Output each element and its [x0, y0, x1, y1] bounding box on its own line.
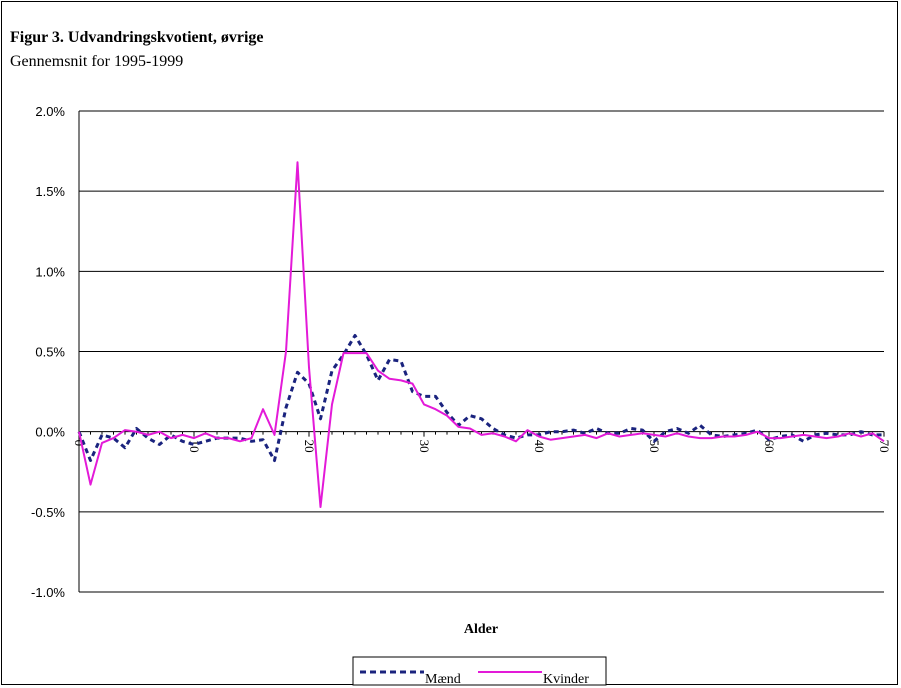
gridlines [79, 110, 884, 593]
x-tick-label: 40 [532, 440, 547, 453]
series-line-kvinder [78, 161, 885, 508]
y-tick-label: 1.0% [35, 264, 65, 279]
x-tick-label: 50 [647, 440, 662, 453]
x-tick-label: 70 [877, 440, 892, 453]
chart-subtitle: Gennemsnit for 1995-1999 [10, 53, 184, 70]
legend-label-kvinder: Kvinder [543, 672, 589, 687]
legend-label-maend: Mænd [425, 672, 461, 687]
x-tick-label: 30 [417, 440, 432, 453]
x-axis-title: Alder [464, 622, 498, 637]
y-tick-label: -1.0% [31, 585, 65, 600]
y-tick-label: -0.5% [31, 505, 65, 520]
chart-title: Figur 3. Udvandringskvotient, øvrige [10, 29, 264, 46]
y-tick-label: 2.0% [35, 104, 65, 119]
series-line-maend [77, 334, 884, 462]
series-lines [77, 161, 885, 508]
y-tick-label: 0.5% [35, 345, 65, 360]
x-tick-label: 0 [72, 440, 87, 447]
x-tick-label: 20 [302, 440, 317, 453]
axes: -1.0%-0.5%0.0%0.5%1.0%1.5%2.0%0 10 20 30 40 5… [31, 104, 892, 600]
legend: Mænd Kvinder [352, 656, 607, 687]
y-tick-label: 1.5% [35, 184, 65, 199]
x-tick-label: 60 [762, 440, 777, 453]
y-tick-label: 0.0% [35, 425, 65, 440]
